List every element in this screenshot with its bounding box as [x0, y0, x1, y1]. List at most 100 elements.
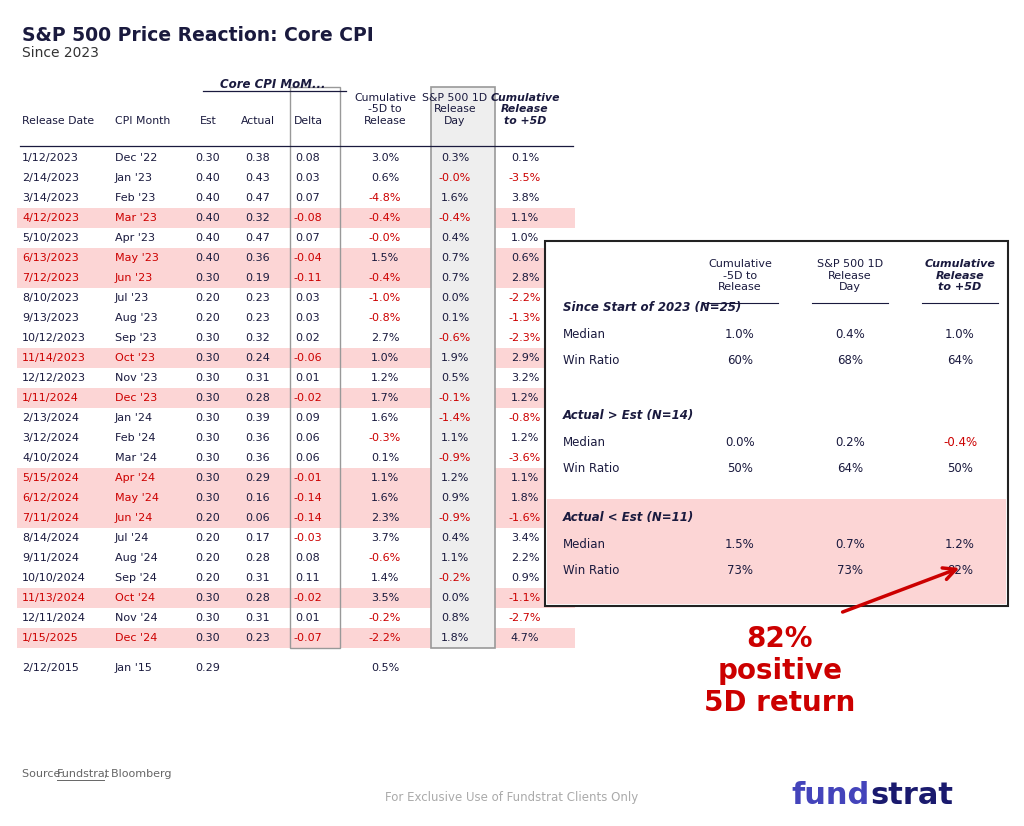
Text: -3.6%: -3.6% [509, 453, 541, 463]
Text: 3.2%: 3.2% [511, 373, 540, 383]
Text: 1.5%: 1.5% [725, 539, 755, 552]
Text: 7/11/2024: 7/11/2024 [22, 513, 79, 523]
Text: Jul '24: Jul '24 [115, 533, 150, 543]
Text: Delta: Delta [294, 116, 323, 126]
Text: 2/12/2015: 2/12/2015 [22, 663, 79, 673]
Text: -0.2%: -0.2% [369, 613, 401, 623]
Text: -0.4%: -0.4% [943, 436, 977, 449]
Text: 0.30: 0.30 [196, 473, 220, 483]
Bar [17, 628, 575, 648]
Bar [17, 588, 575, 608]
Text: -0.08: -0.08 [294, 213, 323, 223]
Text: 0.08: 0.08 [296, 153, 321, 163]
Text: Feb '24: Feb '24 [115, 433, 156, 443]
Bar [17, 388, 575, 408]
Text: Actual < Est (N=11): Actual < Est (N=11) [563, 510, 694, 524]
Text: 0.07: 0.07 [296, 193, 321, 203]
Text: , Bloomberg: , Bloomberg [104, 769, 171, 779]
Bar [547, 499, 1006, 604]
Text: 0.36: 0.36 [246, 253, 270, 263]
Text: Win Ratio: Win Ratio [563, 354, 620, 368]
Text: -0.02: -0.02 [294, 393, 323, 403]
Text: 1/15/2025: 1/15/2025 [22, 633, 79, 643]
Text: -0.1%: -0.1% [439, 393, 471, 403]
Text: 2/14/2023: 2/14/2023 [22, 173, 79, 183]
Text: 1.0%: 1.0% [725, 329, 755, 341]
Text: Oct '24: Oct '24 [115, 593, 155, 603]
Text: 0.30: 0.30 [196, 353, 220, 363]
Text: 8/14/2024: 8/14/2024 [22, 533, 79, 543]
Text: 0.4%: 0.4% [836, 329, 865, 341]
Text: 0.20: 0.20 [196, 533, 220, 543]
Text: 0.43: 0.43 [246, 173, 270, 183]
Text: -0.0%: -0.0% [439, 173, 471, 183]
Text: 0.23: 0.23 [246, 293, 270, 303]
Text: -1.6%: -1.6% [509, 513, 541, 523]
Text: 0.47: 0.47 [246, 193, 270, 203]
Text: 12/12/2023: 12/12/2023 [22, 373, 86, 383]
Text: 0.28: 0.28 [246, 393, 270, 403]
Text: 0.29: 0.29 [196, 663, 220, 673]
Text: 0.30: 0.30 [196, 273, 220, 283]
Text: 1.6%: 1.6% [371, 493, 399, 503]
Text: 0.30: 0.30 [196, 333, 220, 343]
Text: Nov '23: Nov '23 [115, 373, 158, 383]
Text: 1.4%: 1.4% [371, 573, 399, 583]
Text: Since Start of 2023 (N=25): Since Start of 2023 (N=25) [563, 301, 741, 314]
Text: 0.0%: 0.0% [441, 593, 469, 603]
Text: 1/11/2024: 1/11/2024 [22, 393, 79, 403]
Text: 0.03: 0.03 [296, 173, 321, 183]
Text: Sep '24: Sep '24 [115, 573, 157, 583]
Text: 8/10/2023: 8/10/2023 [22, 293, 79, 303]
Text: strat: strat [870, 781, 953, 810]
Text: 1.1%: 1.1% [441, 553, 469, 563]
Text: 0.17: 0.17 [246, 533, 270, 543]
Text: May '23: May '23 [115, 253, 159, 263]
Text: -0.06: -0.06 [294, 353, 323, 363]
Text: Nov '24: Nov '24 [115, 613, 158, 623]
Text: 3.0%: 3.0% [371, 153, 399, 163]
Text: 1.2%: 1.2% [371, 373, 399, 383]
Text: Mar '23: Mar '23 [115, 213, 157, 223]
Text: 4.7%: 4.7% [511, 633, 540, 643]
Text: Fundstrat: Fundstrat [57, 769, 111, 779]
Text: Win Ratio: Win Ratio [563, 564, 620, 577]
Text: 0.1%: 0.1% [371, 453, 399, 463]
Text: -0.8%: -0.8% [369, 313, 401, 323]
Text: 0.30: 0.30 [196, 593, 220, 603]
Text: 0.40: 0.40 [196, 213, 220, 223]
Text: -0.4%: -0.4% [369, 273, 401, 283]
Text: -1.0%: -1.0% [369, 293, 401, 303]
Text: 0.30: 0.30 [196, 153, 220, 163]
Text: 0.31: 0.31 [246, 573, 270, 583]
Text: Cumulative
Release
to +5D: Cumulative Release to +5D [490, 93, 560, 126]
Text: 64%: 64% [947, 354, 973, 368]
Bar [17, 468, 575, 488]
Text: 3.7%: 3.7% [371, 533, 399, 543]
Text: 0.0%: 0.0% [441, 293, 469, 303]
Text: 0.23: 0.23 [246, 313, 270, 323]
Text: 10/12/2023: 10/12/2023 [22, 333, 86, 343]
Text: 2/13/2024: 2/13/2024 [22, 413, 79, 423]
Text: Aug '23: Aug '23 [115, 313, 158, 323]
Text: 0.30: 0.30 [196, 373, 220, 383]
Text: 0.3%: 0.3% [441, 153, 469, 163]
Text: Jul '23: Jul '23 [115, 293, 150, 303]
Text: Dec '23: Dec '23 [115, 393, 158, 403]
Text: 0.07: 0.07 [296, 233, 321, 243]
Text: 0.20: 0.20 [196, 293, 220, 303]
Text: Release Date: Release Date [22, 116, 94, 126]
Text: 0.19: 0.19 [246, 273, 270, 283]
Text: 73%: 73% [727, 564, 753, 577]
Text: Core CPI MoM...: Core CPI MoM... [220, 78, 326, 91]
Text: -0.14: -0.14 [294, 513, 323, 523]
Bar [290, 87, 340, 648]
Text: -2.2%: -2.2% [369, 633, 401, 643]
Text: 0.6%: 0.6% [511, 253, 539, 263]
Text: 0.1%: 0.1% [441, 313, 469, 323]
Text: 0.20: 0.20 [196, 553, 220, 563]
Text: 1.2%: 1.2% [511, 433, 540, 443]
Text: 0.01: 0.01 [296, 613, 321, 623]
Text: 0.40: 0.40 [196, 233, 220, 243]
Text: 0.40: 0.40 [196, 193, 220, 203]
